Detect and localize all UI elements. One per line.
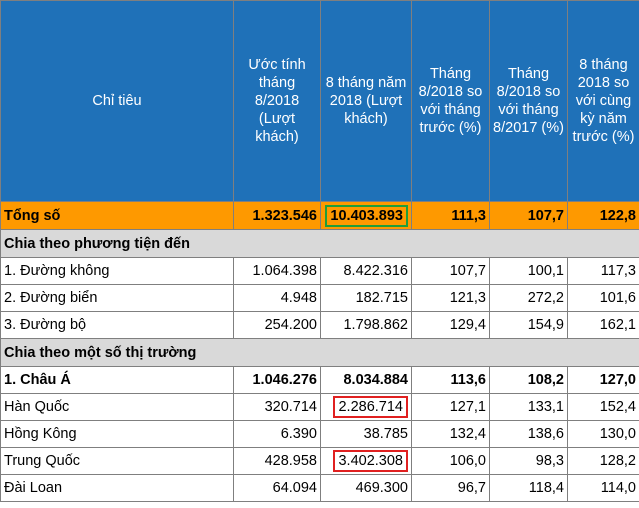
row-vs-aug-2017: 272,2: [489, 284, 568, 312]
row-vs-prev-month: 106,0: [411, 447, 490, 475]
row-est-aug: 6.390: [233, 420, 321, 448]
table-row: Trung Quốc 428.958 3.402.308 106,0 98,3 …: [0, 447, 639, 475]
row-label: Hồng Kông: [0, 420, 234, 448]
row-est-aug: 4.948: [233, 284, 321, 312]
section-title: Chia theo một số thị trường: [0, 338, 639, 367]
col-header-vs-aug-2017: Tháng 8/2018 so với tháng 8/2017 (%): [489, 0, 568, 202]
col-header-vs-prev-month: Tháng 8/2018 so với tháng trước (%): [411, 0, 490, 202]
row-vs-same-period: 130,0: [567, 420, 639, 448]
col-header-vs-same-period: 8 tháng 2018 so với cùng kỳ năm trước (%…: [567, 0, 639, 202]
row-est-aug: 1.064.398: [233, 257, 321, 285]
row-vs-same-period: 114,0: [567, 474, 639, 502]
row-vs-prev-month: 121,3: [411, 284, 490, 312]
row-est-aug: 64.094: [233, 474, 321, 502]
row-eight-months: 8.422.316: [320, 257, 412, 285]
row-vs-same-period: 128,2: [567, 447, 639, 475]
row-vs-prev-month: 132,4: [411, 420, 490, 448]
row-label: 1. Đường không: [0, 257, 234, 285]
table-row: 3. Đường bộ 254.200 1.798.862 129,4 154,…: [0, 311, 639, 339]
row-vs-prev-month: 107,7: [411, 257, 490, 285]
row-vs-same-period: 152,4: [567, 393, 639, 421]
header-row: Chỉ tiêu Ước tính tháng 8/2018 (Lượt khá…: [0, 0, 639, 202]
row-vs-prev-month: 113,6: [411, 366, 490, 394]
table-row: 2. Đường biển 4.948 182.715 121,3 272,2 …: [0, 284, 639, 312]
row-label: Đài Loan: [0, 474, 234, 502]
row-label: Hàn Quốc: [0, 393, 234, 421]
highlight-red-box: 2.286.714: [333, 396, 408, 418]
row-vs-same-period: 127,0: [567, 366, 639, 394]
row-vs-aug-2017: 100,1: [489, 257, 568, 285]
row-label: 2. Đường biển: [0, 284, 234, 312]
row-eight-months-cell: 3.402.308: [320, 447, 412, 475]
row-vs-same-period: 117,3: [567, 257, 639, 285]
row-vs-prev-month: 96,7: [411, 474, 490, 502]
col-header-indicator: Chỉ tiêu: [0, 0, 234, 202]
row-vs-same-period: 162,1: [567, 311, 639, 339]
section-row-transport: Chia theo phương tiện đến: [0, 229, 639, 258]
row-est-aug: 320.714: [233, 393, 321, 421]
row-est-aug: 254.200: [233, 311, 321, 339]
table-row: Hàn Quốc 320.714 2.286.714 127,1 133,1 1…: [0, 393, 639, 421]
table-row: Đài Loan 64.094 469.300 96,7 118,4 114,0: [0, 474, 639, 502]
table-row: Hồng Kông 6.390 38.785 132,4 138,6 130,0: [0, 420, 639, 448]
row-eight-months: 469.300: [320, 474, 412, 502]
total-est-aug: 1.323.546: [233, 201, 321, 230]
table-row: 1. Đường không 1.064.398 8.422.316 107,7…: [0, 257, 639, 285]
row-vs-aug-2017: 138,6: [489, 420, 568, 448]
row-label: 1. Châu Á: [0, 366, 234, 394]
col-header-est-aug: Ước tính tháng 8/2018 (Lượt khách): [233, 0, 321, 202]
section-title: Chia theo phương tiện đến: [0, 229, 639, 258]
row-eight-months: 38.785: [320, 420, 412, 448]
col-header-eight-months: 8 tháng năm 2018 (Lượt khách): [320, 0, 412, 202]
table-row: 1. Châu Á 1.046.276 8.034.884 113,6 108,…: [0, 366, 639, 394]
row-vs-prev-month: 127,1: [411, 393, 490, 421]
row-vs-same-period: 101,6: [567, 284, 639, 312]
total-row: Tổng số 1.323.546 10.403.893 111,3 107,7…: [0, 201, 639, 230]
row-label: 3. Đường bộ: [0, 311, 234, 339]
row-vs-aug-2017: 118,4: [489, 474, 568, 502]
row-eight-months: 8.034.884: [320, 366, 412, 394]
total-vs-same-period: 122,8: [567, 201, 639, 230]
row-eight-months: 182.715: [320, 284, 412, 312]
total-label: Tổng số: [0, 201, 234, 230]
row-eight-months-cell: 2.286.714: [320, 393, 412, 421]
row-eight-months: 1.798.862: [320, 311, 412, 339]
total-vs-prev-month: 111,3: [411, 201, 490, 230]
total-eight-months-cell: 10.403.893: [320, 201, 412, 230]
row-vs-prev-month: 129,4: [411, 311, 490, 339]
row-vs-aug-2017: 133,1: [489, 393, 568, 421]
highlight-green-box: 10.403.893: [325, 204, 408, 227]
row-est-aug: 428.958: [233, 447, 321, 475]
highlight-red-box: 3.402.308: [333, 450, 408, 472]
row-vs-aug-2017: 108,2: [489, 366, 568, 394]
section-row-market: Chia theo một số thị trường: [0, 338, 639, 367]
row-label: Trung Quốc: [0, 447, 234, 475]
row-vs-aug-2017: 98,3: [489, 447, 568, 475]
row-est-aug: 1.046.276: [233, 366, 321, 394]
total-vs-aug-2017: 107,7: [489, 201, 568, 230]
row-vs-aug-2017: 154,9: [489, 311, 568, 339]
